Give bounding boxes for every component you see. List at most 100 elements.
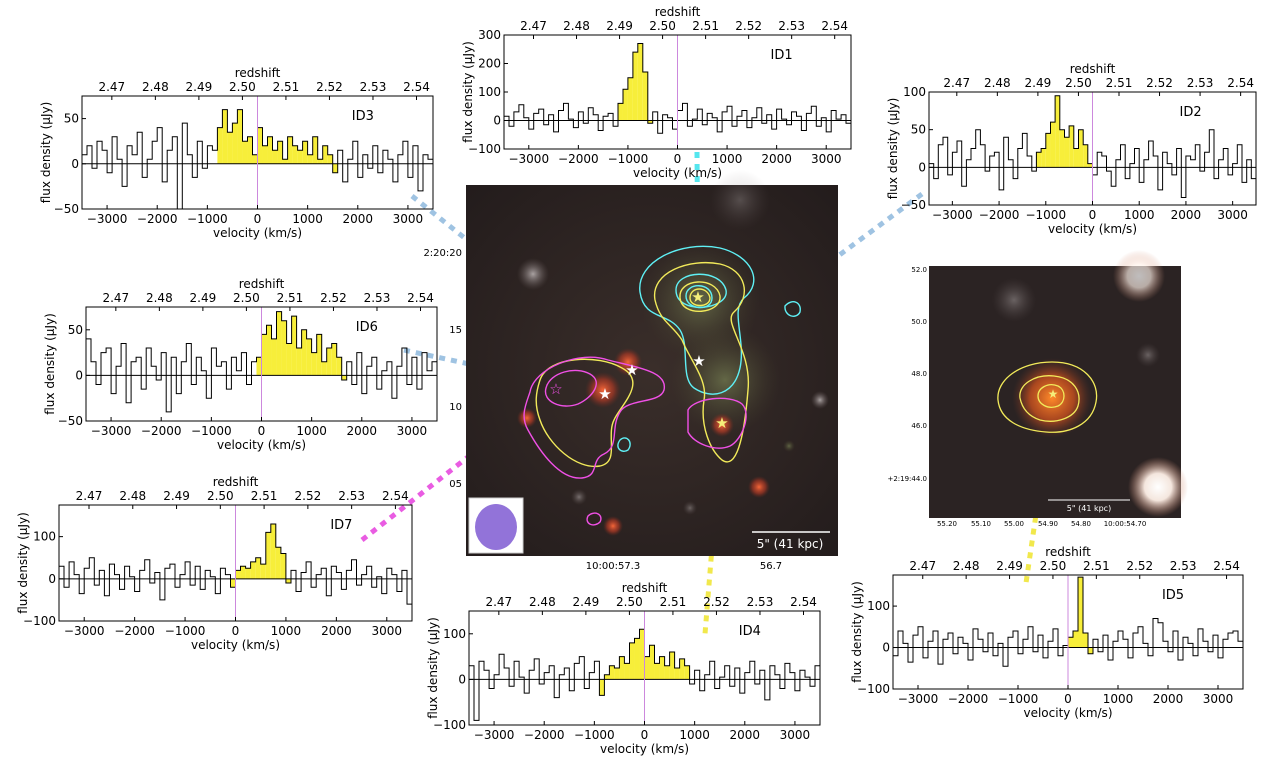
star-markers: ★ ★ ★ ★ ☆ ★: [549, 288, 728, 432]
highlight-bin: [286, 343, 292, 376]
velocity-axis-title: velocity (km/s): [217, 438, 306, 452]
ra-tick-label: 10:00:57.3: [586, 561, 640, 572]
highlight-bin: [297, 150, 303, 164]
x-tick-label: −3000: [474, 728, 515, 742]
y-tick-label: 0: [918, 160, 926, 174]
x-tick-label: −1000: [191, 424, 232, 438]
y-tick-label: 100: [33, 530, 56, 544]
x-tick-label: 1000: [292, 212, 323, 226]
highlight-bin: [642, 72, 648, 121]
highlight-bin: [296, 348, 302, 376]
source-blob: [1136, 343, 1160, 367]
highlight-bin: [599, 679, 605, 696]
star-icon: ★: [1048, 387, 1059, 401]
highlight-bin: [227, 132, 233, 164]
star-icon: ☆: [549, 380, 562, 398]
x-tick-label: 2000: [761, 152, 792, 166]
source-blob: [783, 440, 795, 452]
dec-tick-label: 2:20:20: [423, 248, 462, 259]
x-tick-label: −1000: [165, 624, 206, 638]
spectrum-panel-id6: −3000 −2000 −1000 0 1000 2000 3000 2.47 2.48 2.49…: [43, 277, 438, 452]
redshift-tick-label: 2.50: [1040, 559, 1067, 573]
highlight-bin: [1059, 129, 1065, 168]
x-tick-label: −2000: [141, 424, 182, 438]
highlight-bin: [266, 325, 272, 376]
x-tick-label: −2000: [979, 208, 1020, 222]
highlight-bin: [276, 311, 282, 376]
x-tick-label: −1000: [608, 152, 649, 166]
spectrum-id-label: ID1: [771, 48, 793, 63]
inset-x-tick: 10:00:54.70: [1104, 520, 1147, 528]
redshift-tick-label: 2.51: [1106, 76, 1133, 90]
x-tick-label: 1000: [271, 624, 302, 638]
x-tick-label: −2000: [524, 728, 565, 742]
flux-axis-title: flux density (μJy): [16, 512, 30, 614]
x-tick-label: 0: [674, 152, 682, 166]
redshift-tick-label: 2.51: [251, 489, 278, 503]
highlight-bin: [275, 547, 281, 579]
highlight-bin: [232, 123, 238, 164]
source-blob: [710, 170, 770, 230]
redshift-tick-label: 2.52: [316, 80, 343, 94]
redshift-tick-label: 2.53: [338, 489, 365, 503]
highlight-bin: [260, 564, 266, 579]
highlight-bin: [270, 523, 276, 579]
redshift-tick-label: 2.47: [98, 80, 125, 94]
source-blob: [571, 489, 587, 505]
redshift-tick-label: 2.53: [1187, 76, 1214, 90]
velocity-axis-title: velocity (km/s): [600, 742, 689, 756]
highlight-bin: [1078, 129, 1084, 168]
x-tick-label: −2000: [137, 212, 178, 226]
spectrum-id-label: ID7: [330, 518, 352, 533]
highlight-bin: [287, 136, 293, 164]
highlight-bin: [256, 357, 262, 376]
redshift-tick-label: 2.49: [1025, 76, 1052, 90]
x-tick-label: −1000: [187, 212, 228, 226]
highlight-bin: [332, 163, 338, 173]
highlight-bin: [629, 642, 635, 680]
highlight-bin: [326, 348, 332, 376]
inset-y-tick: 52.0: [911, 266, 927, 274]
redshift-tick-label: 2.50: [616, 595, 643, 609]
x-tick-label: −3000: [898, 692, 939, 706]
y-tick-label: 0: [493, 114, 501, 128]
highlight-bin: [644, 656, 650, 680]
redshift-tick-label: 2.48: [529, 595, 556, 609]
x-tick-label: 1000: [296, 424, 327, 438]
cyan-contours: [617, 245, 801, 452]
redshift-tick-label: 2.53: [360, 80, 387, 94]
x-tick-label: −2000: [114, 624, 155, 638]
redshift-tick-label: 2.54: [1227, 76, 1254, 90]
inset-sky-image: ★ 5" (41 kpc) 52.0 50.0 48.0 46.0 +2:19:…: [887, 250, 1188, 528]
y-tick-label: −100: [433, 718, 466, 732]
y-tick-label: 0: [48, 572, 56, 586]
y-tick-label: 0: [71, 157, 79, 171]
redshift-tick-label: 2.48: [142, 80, 169, 94]
x-tick-label: 1000: [1124, 208, 1155, 222]
highlight-bin: [331, 343, 337, 376]
redshift-tick-label: 2.52: [703, 595, 730, 609]
main-sky-image: ★ ★ ★ ★ ☆ ★ 5" (41 kpc) 2:20:20 15 10 05…: [423, 170, 838, 572]
x-tick-label: −2000: [948, 692, 989, 706]
highlight-bin: [242, 141, 248, 164]
y-tick-label: 100: [443, 627, 466, 641]
highlight-bin: [292, 145, 298, 164]
highlight-bin: [1036, 152, 1042, 168]
dec-tick-label: 05: [449, 479, 462, 490]
redshift-tick-label: 2.54: [821, 19, 848, 33]
x-tick-label: 2000: [347, 424, 378, 438]
highlight-bin: [1068, 637, 1073, 648]
redshift-tick-label: 2.49: [186, 80, 213, 94]
highlight-bin: [627, 77, 633, 121]
highlight-bin: [654, 663, 660, 680]
highlight-bin: [604, 674, 610, 680]
flux-axis-title: flux density (μJy): [426, 617, 440, 719]
spectrum-id-label: ID6: [356, 320, 378, 335]
x-tick-label: 1000: [679, 728, 710, 742]
main-scalebar-label: 5" (41 kpc): [757, 537, 824, 551]
highlight-bin: [235, 570, 241, 579]
highlight-bin: [1088, 647, 1093, 654]
redshift-tick-label: 2.53: [1170, 559, 1197, 573]
x-tick-label: −1000: [574, 728, 615, 742]
